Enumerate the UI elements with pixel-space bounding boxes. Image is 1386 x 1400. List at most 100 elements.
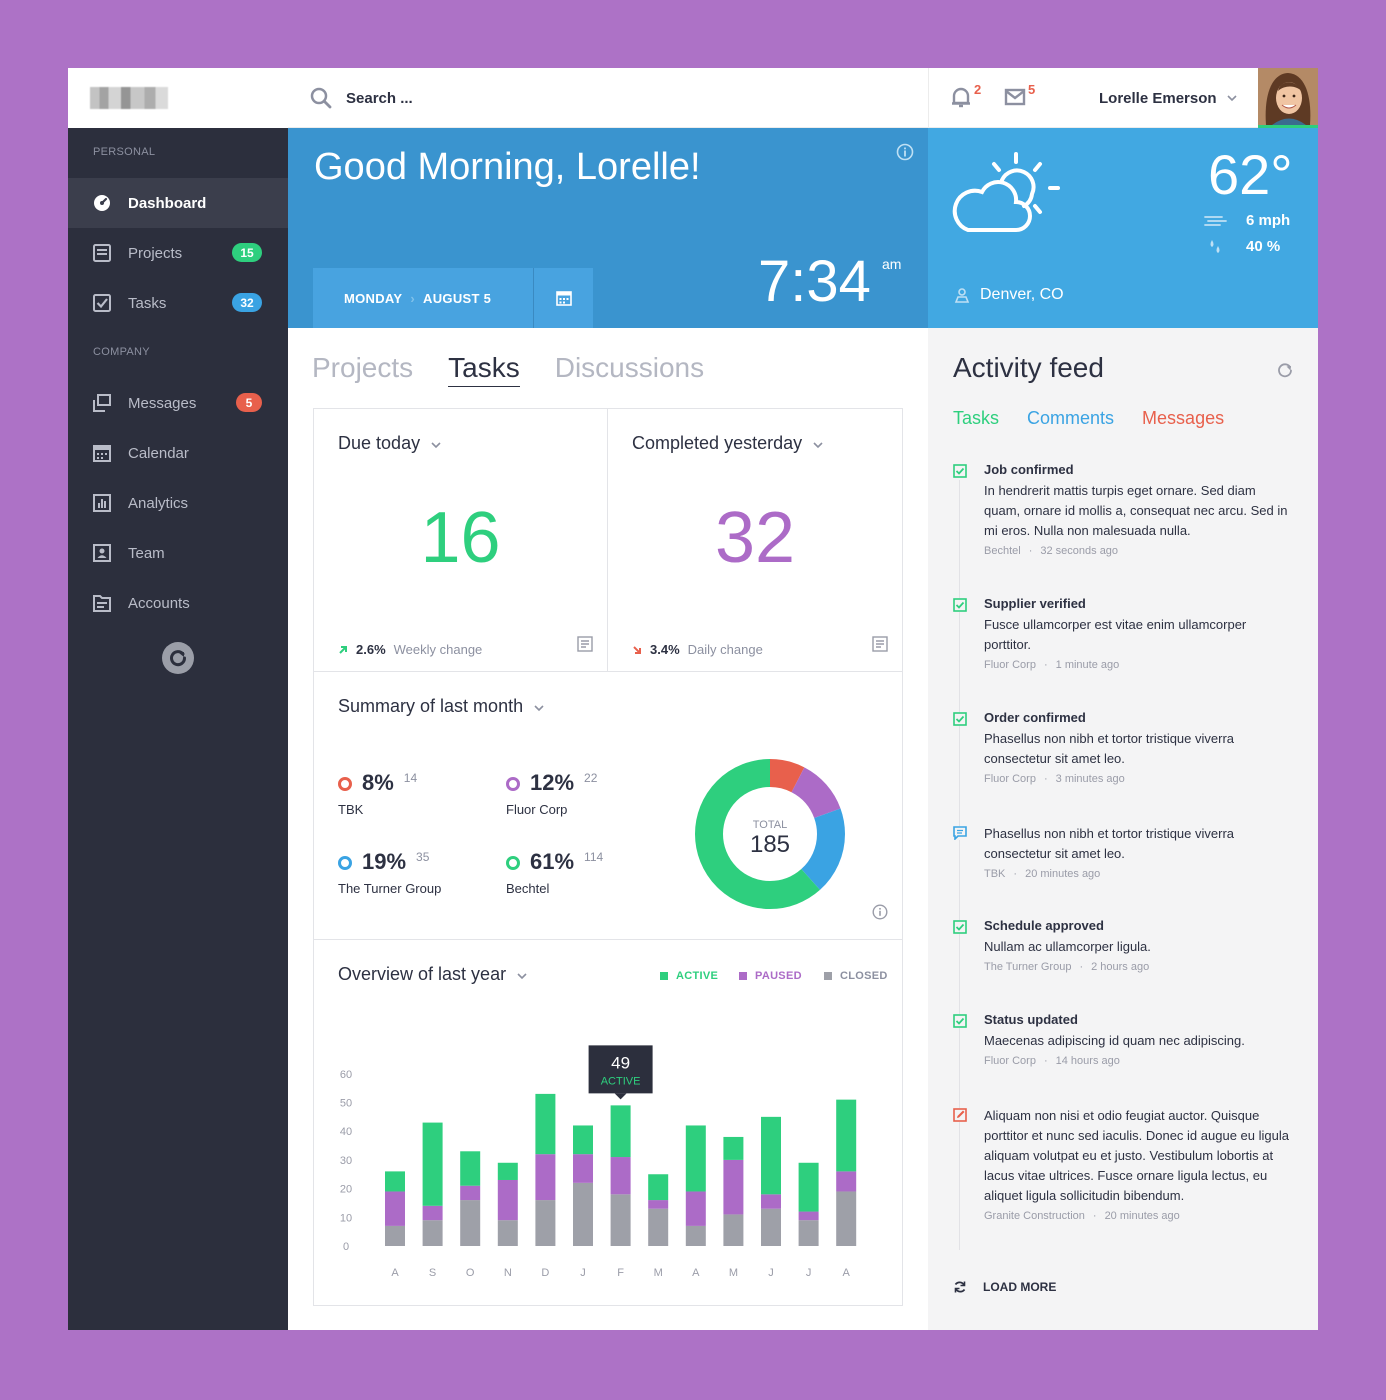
- bar-segment-active[interactable]: [573, 1125, 593, 1155]
- bar-segment-paused[interactable]: [460, 1185, 481, 1201]
- legend-active[interactable]: ACTIVE: [660, 970, 718, 982]
- bar-segment-active[interactable]: [535, 1093, 556, 1155]
- bar-segment-closed[interactable]: [610, 1194, 631, 1246]
- bar-segment-closed[interactable]: [385, 1225, 405, 1246]
- legend-paused[interactable]: PAUSED: [739, 970, 802, 982]
- sidebar-item-tasks[interactable]: Tasks 32: [68, 278, 288, 328]
- bar-segment-closed[interactable]: [798, 1220, 819, 1246]
- legend-closed[interactable]: CLOSED: [824, 970, 888, 982]
- donut-slice-the-turner-group[interactable]: [695, 759, 845, 909]
- bar-segment-paused[interactable]: [573, 1154, 593, 1183]
- period-selector[interactable]: yesterday: [724, 433, 803, 453]
- bar-segment-closed[interactable]: [685, 1225, 706, 1246]
- sidebar-item-messages[interactable]: Messages 5: [68, 378, 288, 428]
- source[interactable]: TBK: [984, 868, 1006, 880]
- bar-segment-paused[interactable]: [836, 1171, 857, 1192]
- card-title[interactable]: Due today: [338, 433, 441, 454]
- x-tick-label: S: [429, 1267, 436, 1279]
- bar-segment-active[interactable]: [798, 1162, 819, 1212]
- refresh-button[interactable]: [1276, 361, 1294, 384]
- search-input[interactable]: Search ...: [346, 89, 413, 107]
- bar-segment-closed[interactable]: [648, 1208, 669, 1246]
- source[interactable]: Granite Construction: [984, 1210, 1085, 1222]
- completed-card: Completed yesterday 32 3.4% Daily change: [607, 408, 903, 672]
- bar-segment-closed[interactable]: [723, 1214, 744, 1246]
- bar-segment-active[interactable]: [610, 1105, 631, 1158]
- donut-slice-bechtel[interactable]: [695, 759, 845, 909]
- feed-tab-comments[interactable]: Comments: [1027, 408, 1115, 428]
- bar-segment-active[interactable]: [648, 1174, 669, 1201]
- sidebar-item-analytics[interactable]: Analytics: [68, 478, 288, 528]
- sidebar-item-calendar[interactable]: Calendar: [68, 428, 288, 478]
- avatar[interactable]: [1258, 68, 1318, 128]
- bar-segment-active[interactable]: [422, 1122, 443, 1206]
- bar-segment-paused[interactable]: [610, 1157, 631, 1195]
- user-menu[interactable]: Lorelle Emerson: [1099, 68, 1237, 128]
- sidebar-item-accounts[interactable]: Accounts: [68, 578, 288, 628]
- sidebar-item-projects[interactable]: Projects 15: [68, 228, 288, 278]
- bar-segment-active[interactable]: [385, 1171, 405, 1192]
- bar-segment-paused[interactable]: [385, 1191, 405, 1226]
- bar-segment-closed[interactable]: [836, 1191, 857, 1246]
- card-title[interactable]: Completed yesterday: [632, 433, 823, 454]
- tab-projects[interactable]: Projects: [312, 352, 414, 383]
- bar-segment-active[interactable]: [723, 1136, 744, 1160]
- bar-segment-paused[interactable]: [685, 1191, 706, 1226]
- bar-segment-paused[interactable]: [648, 1200, 669, 1209]
- bar-segment-active[interactable]: [460, 1151, 481, 1186]
- tab-discussions[interactable]: Discussions: [554, 352, 705, 383]
- source[interactable]: Fluor Corp: [984, 659, 1036, 671]
- feed-item[interactable]: Aliquam non nisi et odio feugiat auctor.…: [953, 1106, 1293, 1222]
- messages-button[interactable]: 5: [1004, 82, 1035, 108]
- feed-item[interactable]: Phasellus non nibh et tortor tristique v…: [953, 824, 1293, 880]
- feed-item[interactable]: Status updated Maecenas adipiscing id qu…: [953, 1012, 1293, 1067]
- feed-item[interactable]: Supplier verified Fusce ullamcorper est …: [953, 596, 1293, 671]
- load-more-button[interactable]: LOAD MORE: [953, 1280, 1056, 1294]
- sidebar-item-dashboard[interactable]: Dashboard: [68, 178, 288, 228]
- bar-segment-paused[interactable]: [535, 1154, 556, 1201]
- bar-segment-active[interactable]: [761, 1116, 781, 1195]
- info-icon[interactable]: [896, 143, 914, 166]
- period-selector[interactable]: last month: [440, 696, 524, 716]
- bar-segment-closed[interactable]: [761, 1208, 781, 1246]
- tab-tasks[interactable]: Tasks: [448, 352, 520, 387]
- bar-segment-active[interactable]: [685, 1125, 706, 1192]
- feed-tab-tasks[interactable]: Tasks: [953, 408, 1000, 428]
- bar-segment-paused[interactable]: [723, 1159, 744, 1215]
- timestamp: 32 seconds ago: [1040, 545, 1119, 557]
- source[interactable]: Fluor Corp: [984, 1055, 1036, 1067]
- bar-segment-closed[interactable]: [422, 1220, 443, 1246]
- bar-segment-closed[interactable]: [573, 1182, 593, 1246]
- report-icon[interactable]: [872, 636, 888, 657]
- feed-tab-messages[interactable]: Messages: [1142, 408, 1225, 428]
- logo-area[interactable]: [68, 68, 288, 128]
- calendar-button[interactable]: [533, 268, 593, 328]
- info-icon[interactable]: [872, 904, 888, 925]
- card-title[interactable]: Overview of last year: [338, 964, 527, 985]
- bar-segment-active[interactable]: [836, 1099, 857, 1172]
- source[interactable]: Fluor Corp: [984, 773, 1036, 785]
- bar-segment-paused[interactable]: [761, 1194, 781, 1209]
- y-tick-label: 50: [340, 1098, 352, 1110]
- bar-segment-active[interactable]: [497, 1162, 518, 1180]
- period-selector[interactable]: last year: [438, 964, 507, 984]
- feed-item[interactable]: Schedule approved Nullam ac ullamcorper …: [953, 918, 1293, 973]
- donut-chart: TOTAL 185: [695, 759, 845, 909]
- report-icon[interactable]: [577, 636, 593, 657]
- feed-item[interactable]: Job confirmed In hendrerit mattis turpis…: [953, 462, 1293, 557]
- sync-button[interactable]: [162, 642, 194, 674]
- bar-segment-closed[interactable]: [535, 1200, 556, 1246]
- notifications-button[interactable]: 2: [950, 82, 981, 108]
- bar-segment-closed[interactable]: [497, 1220, 518, 1246]
- search-bar[interactable]: Search ...: [310, 68, 413, 128]
- source[interactable]: Bechtel: [984, 545, 1021, 557]
- card-title[interactable]: Summary of last month: [338, 696, 544, 717]
- bar-segment-paused[interactable]: [497, 1179, 518, 1221]
- period-selector[interactable]: today: [376, 433, 421, 453]
- bar-segment-paused[interactable]: [798, 1211, 819, 1221]
- feed-item[interactable]: Order confirmed Phasellus non nibh et to…: [953, 710, 1293, 785]
- bar-segment-paused[interactable]: [422, 1205, 443, 1221]
- bar-segment-closed[interactable]: [460, 1200, 481, 1246]
- source[interactable]: The Turner Group: [984, 961, 1072, 973]
- sidebar-item-team[interactable]: Team: [68, 528, 288, 578]
